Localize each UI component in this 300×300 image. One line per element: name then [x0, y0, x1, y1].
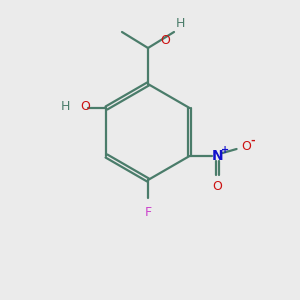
- Text: -: -: [250, 136, 255, 146]
- Text: O: O: [80, 100, 90, 112]
- Text: F: F: [144, 206, 152, 219]
- Text: H: H: [176, 17, 185, 30]
- Text: H: H: [61, 100, 70, 112]
- Text: O: O: [213, 180, 223, 193]
- Text: O: O: [242, 140, 251, 152]
- Text: O: O: [160, 34, 170, 47]
- Text: +: +: [220, 145, 229, 155]
- Text: N: N: [212, 149, 224, 163]
